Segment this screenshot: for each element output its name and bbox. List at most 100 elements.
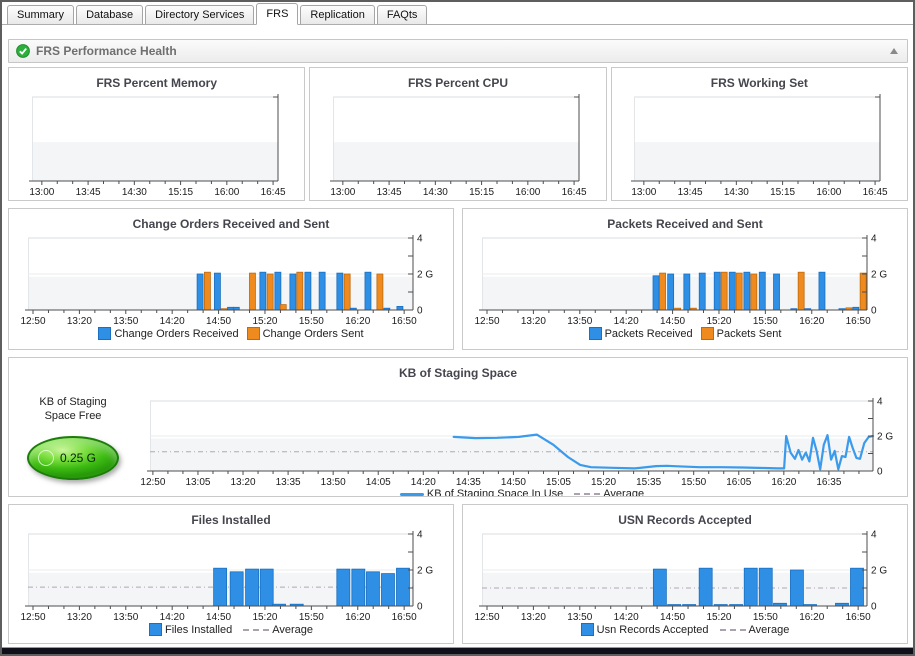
chart-canvas: 12:50 13:20 13:50 14:20 14:50 15:20 15:50 16:20… [474, 530, 887, 624]
chart-panel-files-installed: Files Installed 12:50 13:20 13:50 14:20 14:5… [8, 504, 454, 644]
series-swatch [246, 327, 260, 340]
svg-text:13:20: 13:20 [66, 316, 91, 327]
svg-text:13:00: 13:00 [632, 187, 657, 198]
row-top-charts: FRS Percent Memory 13:00 13:45 14:30 15:15 1… [8, 67, 908, 201]
chart-canvas: 13:00 13:45 14:30 15:15 16:00 16:45 [329, 94, 587, 198]
window-bottom-edge [2, 647, 913, 654]
svg-text:4: 4 [877, 397, 883, 408]
chart-title: Change Orders Received and Sent [132, 217, 330, 231]
legend-item: Average [717, 623, 790, 636]
chart-canvas: 13:00 13:45 14:30 15:15 16:00 16:45 [28, 94, 286, 198]
chart-panel-usn-records: USN Records Accepted 12:50 13:20 13:50 14:2… [462, 504, 908, 644]
usn-records-legend: Usn Records Accepted Average [463, 623, 907, 636]
svg-text:16:05: 16:05 [726, 477, 751, 488]
usn-records-chart: 12:50 13:20 13:50 14:20 14:50 15:20 15:50 16:20… [463, 529, 907, 624]
legend-item: Average [240, 624, 313, 636]
svg-text:13:50: 13:50 [113, 612, 138, 623]
svg-text:13:00: 13:00 [29, 187, 54, 198]
svg-text:13:20: 13:20 [66, 612, 91, 623]
svg-text:16:00: 16:00 [214, 187, 239, 198]
svg-text:0: 0 [417, 602, 423, 613]
chart-title: FRS Percent CPU [407, 76, 508, 90]
legend-label: Average [748, 623, 790, 636]
chart-canvas: 12:50 13:20 13:50 14:20 14:50 15:20 15:50 16:20… [20, 530, 433, 624]
svg-text:15:50: 15:50 [298, 316, 323, 327]
svg-text:13:50: 13:50 [113, 316, 138, 327]
chart-panel-frs-percent-memory: FRS Percent Memory 13:00 13:45 14:30 15:15 1… [8, 67, 306, 201]
gauge-label-line1: KB of Staging [39, 396, 107, 408]
legend-label: Usn Records Accepted [596, 623, 709, 636]
section-header: FRS Performance Health [8, 39, 908, 63]
svg-text:15:15: 15:15 [168, 187, 193, 198]
svg-text:15:15: 15:15 [469, 187, 494, 198]
chart-title: FRS Percent Memory [96, 76, 218, 90]
svg-text:13:45: 13:45 [75, 187, 100, 198]
legend-item: Packets Sent [700, 327, 782, 340]
svg-text:16:20: 16:20 [799, 612, 824, 623]
svg-text:13:20: 13:20 [520, 316, 545, 327]
svg-text:14:20: 14:20 [410, 477, 435, 488]
svg-text:15:15: 15:15 [770, 187, 795, 198]
svg-text:0: 0 [417, 306, 423, 317]
tab-database[interactable]: Database [76, 5, 144, 25]
tab-replication[interactable]: Replication [300, 5, 375, 25]
svg-text:14:50: 14:50 [206, 612, 231, 623]
svg-text:12:50: 12:50 [20, 612, 45, 623]
average-line-swatch [719, 628, 746, 631]
svg-text:2 G: 2 G [871, 270, 887, 281]
svg-text:15:35: 15:35 [636, 477, 661, 488]
packets-chart: 12:50 13:20 13:50 14:20 14:50 15:20 15:50 16:20… [463, 233, 907, 328]
svg-text:15:20: 15:20 [252, 316, 277, 327]
svg-text:12:50: 12:50 [474, 612, 499, 623]
svg-text:0: 0 [877, 467, 883, 478]
tab-directory-services[interactable]: Directory Services [145, 5, 255, 25]
svg-text:2 G: 2 G [877, 432, 893, 443]
legend-label: Files Installed [164, 623, 233, 636]
staging-layout: KB of Staging Space Free 0.25 G 12:50 13:0… [9, 382, 907, 497]
tab-summary[interactable]: Summary [7, 5, 75, 25]
average-line-swatch [243, 628, 270, 631]
legend-label: Packets Sent [716, 327, 782, 340]
row-staging-space: KB of Staging Space KB of Staging Space F… [8, 357, 908, 497]
chart-title: Files Installed [191, 513, 271, 527]
legend-item: Change Orders Sent [246, 327, 364, 340]
gauge-label-line2: Space Free [44, 409, 102, 422]
change-orders-legend: Change Orders Received Change Orders Sent [9, 327, 453, 340]
svg-text:2 G: 2 G [871, 566, 887, 577]
svg-text:15:50: 15:50 [752, 316, 777, 327]
svg-text:13:45: 13:45 [678, 187, 703, 198]
average-line-swatch [574, 493, 601, 495]
svg-text:16:00: 16:00 [515, 187, 540, 198]
legend-item: KB of Staging Space In Use [399, 488, 564, 497]
svg-text:13:50: 13:50 [567, 316, 592, 327]
chart-panel-change-orders: Change Orders Received and Sent 12:50 13:… [8, 208, 454, 350]
staging-space-free-gauge[interactable]: 0.25 G [27, 435, 119, 480]
svg-text:4: 4 [417, 234, 423, 245]
frs-percent-memory-chart: 13:00 13:45 14:30 15:15 16:00 16:45 [9, 92, 304, 198]
svg-text:12:50: 12:50 [20, 316, 45, 327]
collapse-button[interactable] [888, 45, 900, 57]
svg-text:13:20: 13:20 [520, 612, 545, 623]
legend-label: Average [272, 623, 314, 636]
chart-title: USN Records Accepted [618, 513, 752, 527]
staging-space-legend: KB of Staging Space In Use Average [396, 488, 648, 497]
frs-tab-content: FRS Performance Health FRS Percent Memor… [2, 25, 913, 647]
staging-chart-group: 12:50 13:05 13:20 13:35 13:50 14:05 14:20 14:35… [137, 382, 907, 497]
legend-item: Average [571, 488, 644, 496]
chart-canvas: 12:50 13:20 13:50 14:20 14:50 15:20 15:50 16:20… [474, 234, 887, 328]
svg-text:16:50: 16:50 [391, 612, 416, 623]
series-swatch [98, 327, 112, 340]
legend-label: KB of Staging Space In Use [426, 488, 564, 497]
row-change-orders-packets: Change Orders Received and Sent 12:50 13:… [8, 208, 908, 350]
chart-title: Packets Received and Sent [607, 217, 763, 231]
tab-frs[interactable]: FRS [256, 3, 299, 25]
svg-text:2 G: 2 G [417, 270, 433, 281]
packets-legend: Packets Received Packets Sent [463, 327, 907, 340]
tab-faqts[interactable]: FAQts [376, 5, 428, 25]
status-ok-icon [16, 44, 30, 58]
svg-text:4: 4 [871, 234, 877, 245]
legend-label: Change Orders Sent [262, 327, 364, 340]
svg-text:13:50: 13:50 [320, 477, 345, 488]
files-installed-legend: Files Installed Average [9, 623, 453, 636]
chart-title: FRS Working Set [710, 76, 808, 90]
